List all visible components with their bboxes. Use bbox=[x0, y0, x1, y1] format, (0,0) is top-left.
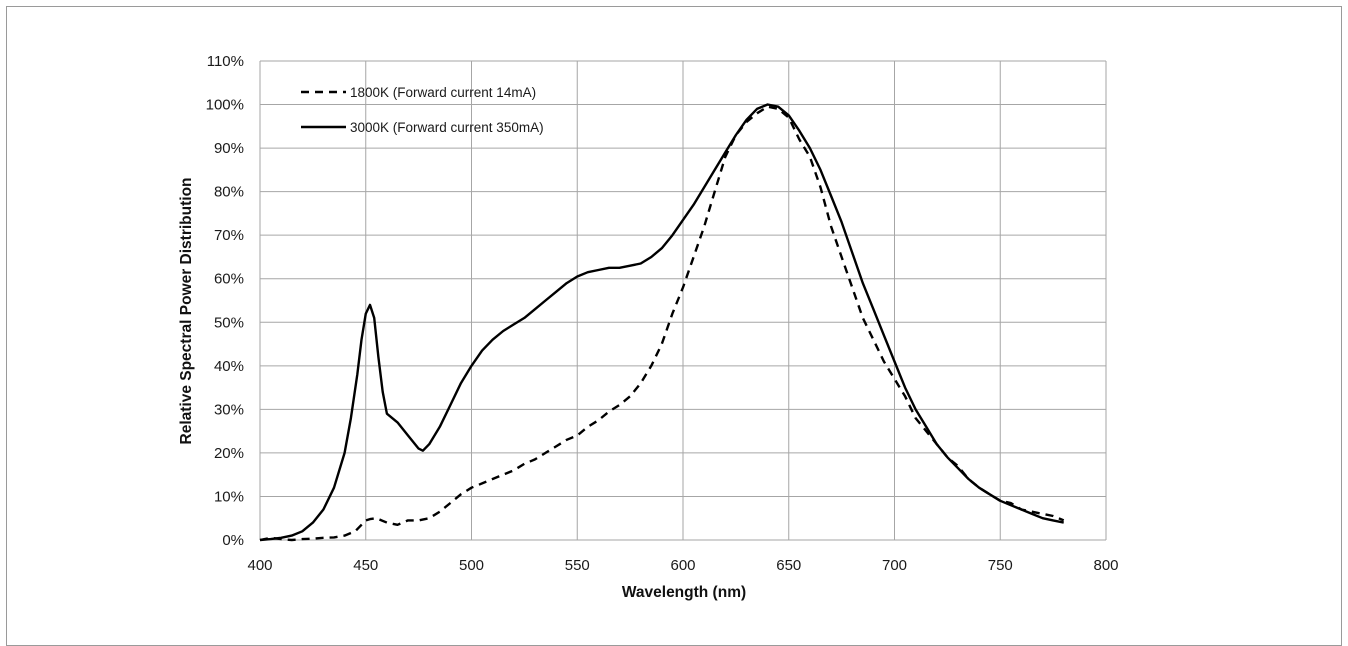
legend: 1800K (Forward current 14mA) 3000K (Forwa… bbox=[301, 85, 544, 135]
y-axis-title: Relative Spectral Power Distribution bbox=[178, 177, 195, 444]
spectral-distribution-chart: 0% 10% 20% 30% 40% 50% 60% 70% 80% 90% 100% 110% 40… bbox=[178, 53, 1119, 601]
y-tick-label: 90% bbox=[214, 140, 244, 157]
x-tick-label: 600 bbox=[670, 557, 695, 574]
series-line-3000k bbox=[259, 103, 1064, 542]
x-tick-label: 450 bbox=[353, 557, 378, 574]
x-tick-label: 550 bbox=[565, 557, 590, 574]
series-group bbox=[259, 103, 1065, 542]
x-axis-title: Wavelength (nm) bbox=[622, 584, 746, 601]
x-axis-ticks: 400 450 500 550 600 650 700 750 800 bbox=[247, 557, 1118, 574]
y-tick-label: 0% bbox=[222, 532, 244, 549]
y-tick-label: 70% bbox=[214, 227, 244, 244]
y-tick-label: 30% bbox=[214, 401, 244, 418]
x-tick-label: 650 bbox=[776, 557, 801, 574]
x-tick-label: 400 bbox=[247, 557, 272, 574]
y-tick-label: 10% bbox=[214, 488, 244, 505]
y-tick-label: 40% bbox=[214, 358, 244, 375]
x-tick-label: 800 bbox=[1093, 557, 1118, 574]
y-tick-label: 60% bbox=[214, 271, 244, 288]
legend-label: 3000K (Forward current 350mA) bbox=[350, 120, 544, 135]
y-tick-label: 20% bbox=[214, 445, 244, 462]
y-tick-label: 110% bbox=[207, 53, 244, 70]
y-tick-label: 80% bbox=[214, 184, 244, 201]
x-tick-label: 700 bbox=[882, 557, 907, 574]
x-tick-label: 500 bbox=[459, 557, 484, 574]
x-tick-label: 750 bbox=[988, 557, 1013, 574]
y-axis-ticks: 0% 10% 20% 30% 40% 50% 60% 70% 80% 90% 100% 110% bbox=[206, 53, 244, 549]
y-tick-label: 100% bbox=[206, 97, 244, 114]
grid bbox=[259, 60, 1107, 541]
series-line-1800k bbox=[259, 105, 1065, 542]
y-tick-label: 50% bbox=[214, 314, 244, 331]
legend-label: 1800K (Forward current 14mA) bbox=[350, 85, 536, 100]
